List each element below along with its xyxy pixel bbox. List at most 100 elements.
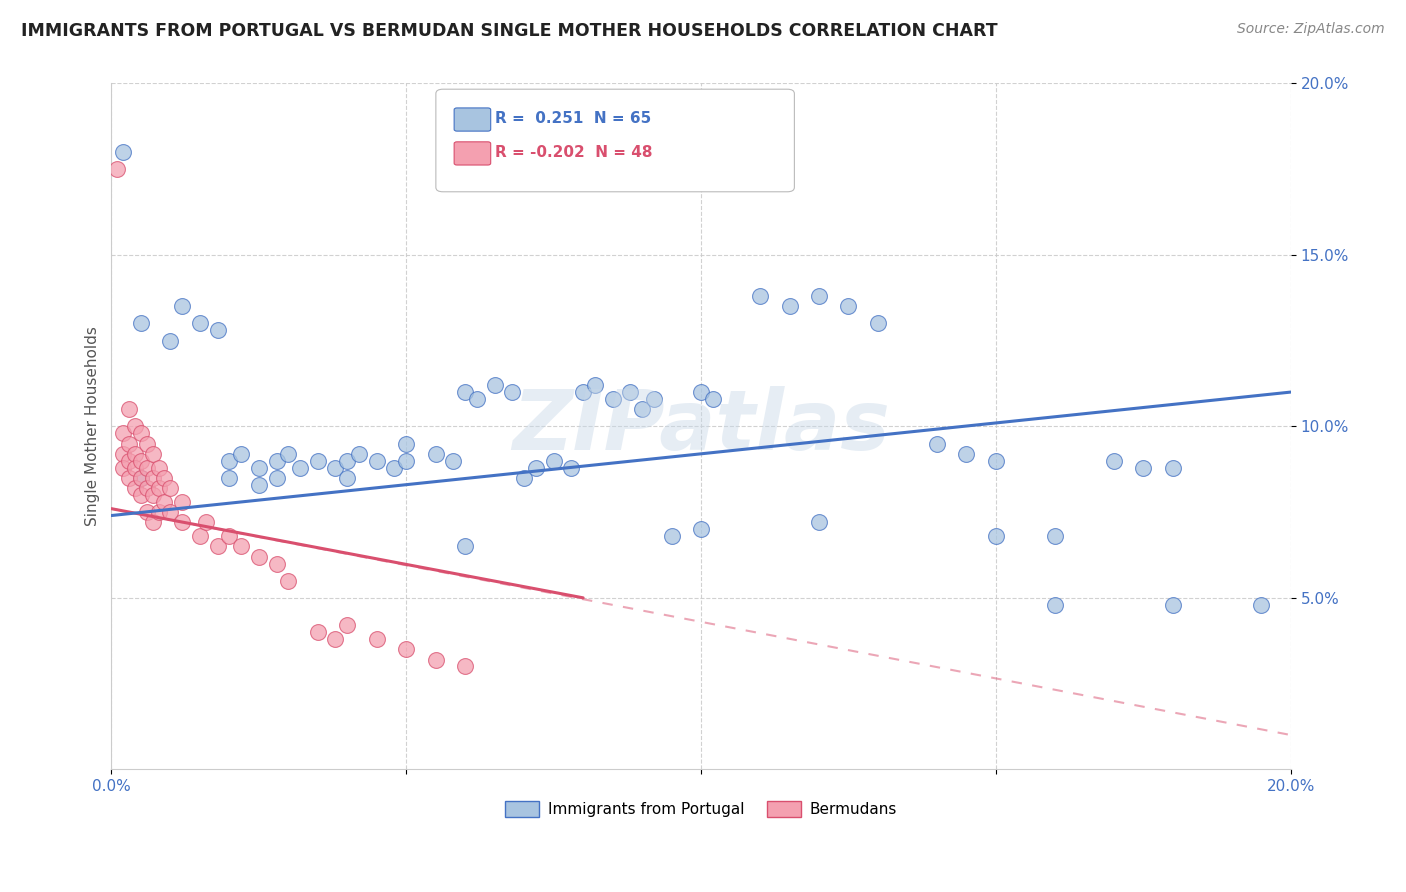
Point [159,334,181,348]
Point [124,419,146,434]
Point [153,495,176,509]
Point [207,323,229,337]
Point [153,471,176,485]
Point [277,574,299,588]
Point [501,128,523,142]
Point [288,460,311,475]
Text: R =  0.251  N = 65: R = 0.251 N = 65 [495,112,651,126]
Point [425,447,447,461]
Point [749,289,772,303]
Point [124,460,146,475]
Point [1161,598,1184,612]
Point [347,447,370,461]
Point [118,471,141,485]
Point [142,471,165,485]
Point [1161,460,1184,475]
Point [984,453,1007,467]
Point [142,447,165,461]
Point [366,453,388,467]
Point [441,453,464,467]
Point [779,299,801,313]
Point [866,317,889,331]
Point [307,453,329,467]
Point [172,516,194,530]
Point [837,299,859,313]
Point [231,540,253,554]
Point [148,505,170,519]
Point [247,477,270,491]
Point [454,385,477,400]
Point [112,145,135,159]
Point [560,460,582,475]
Point [112,460,135,475]
Point [984,529,1007,543]
Point [690,522,713,536]
Point [336,618,359,632]
Point [1132,460,1154,475]
Point [702,392,724,406]
Point [129,471,152,485]
Point [602,392,624,406]
Text: IMMIGRANTS FROM PORTUGAL VS BERMUDAN SINGLE MOTHER HOUSEHOLDS CORRELATION CHART: IMMIGRANTS FROM PORTUGAL VS BERMUDAN SIN… [21,22,998,40]
Point [129,426,152,441]
Point [129,453,152,467]
Point [142,516,165,530]
Point [247,460,270,475]
Point [690,385,713,400]
Point [188,317,211,331]
Point [643,392,665,406]
Point [247,549,270,564]
Y-axis label: Single Mother Households: Single Mother Households [86,326,100,526]
Point [454,659,477,673]
Point [172,495,194,509]
Point [172,299,194,313]
Point [266,453,288,467]
Point [1102,453,1125,467]
Point [1043,598,1066,612]
Point [148,481,170,495]
Point [631,402,654,417]
Point [543,453,565,467]
Text: ZIPatlas: ZIPatlas [512,386,890,467]
Point [148,460,170,475]
Point [105,162,128,177]
Point [159,505,181,519]
Text: Source: ZipAtlas.com: Source: ZipAtlas.com [1237,22,1385,37]
Point [124,481,146,495]
Point [366,632,388,646]
Point [395,436,418,450]
Point [395,642,418,657]
Point [135,505,157,519]
Legend: Immigrants from Portugal, Bermudans: Immigrants from Portugal, Bermudans [499,795,903,823]
Point [112,447,135,461]
Point [325,460,347,475]
Point [135,436,157,450]
Point [307,625,329,640]
Point [118,436,141,450]
Point [118,453,141,467]
Point [955,447,977,461]
Point [159,481,181,495]
Point [425,652,447,666]
Point [129,317,152,331]
Point [142,488,165,502]
Point [124,447,146,461]
Point [129,488,152,502]
Text: R = -0.202  N = 48: R = -0.202 N = 48 [495,145,652,160]
Point [454,540,477,554]
Point [619,385,641,400]
Point [112,426,135,441]
Point [194,516,217,530]
Point [384,460,406,475]
Point [188,529,211,543]
Point [231,447,253,461]
Point [336,471,359,485]
Point [808,289,831,303]
Point [572,385,595,400]
Point [808,516,831,530]
Point [129,471,152,485]
Point [1043,529,1066,543]
Point [218,471,240,485]
Point [484,378,506,392]
Point [118,402,141,417]
